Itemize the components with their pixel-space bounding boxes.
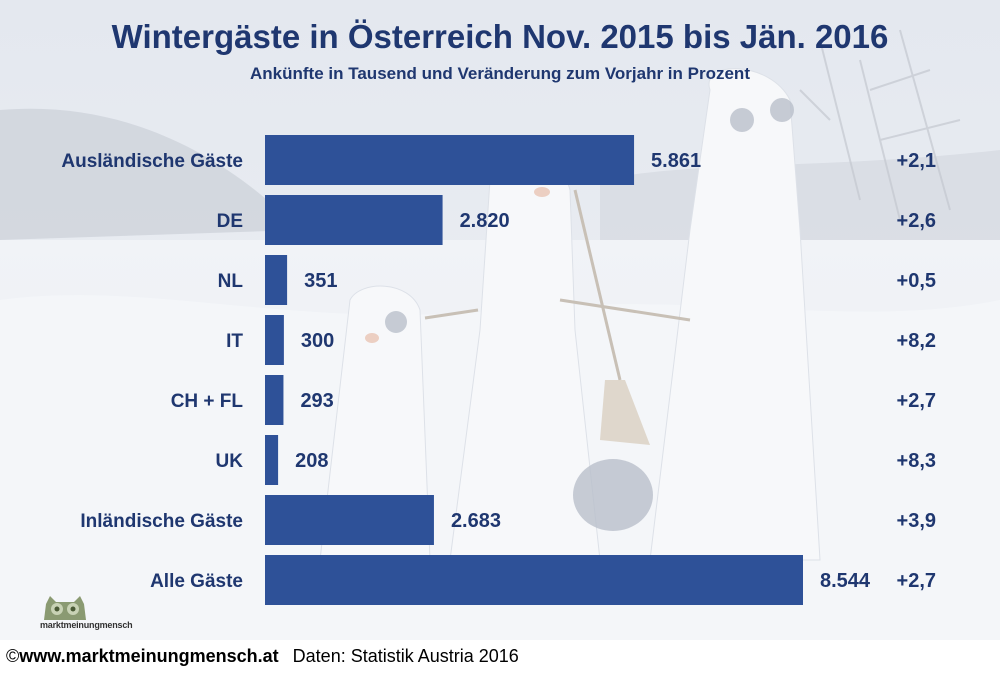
category-label: Inländische Gäste bbox=[80, 511, 243, 532]
bar bbox=[265, 135, 635, 185]
footer-source: Daten: Statistik Austria 2016 bbox=[292, 646, 519, 666]
bar-chart: Ausländische Gäste 5.861 +2,1 DE 2.820 +2,6 NL… bbox=[61, 135, 936, 605]
chart-title: Wintergäste in Österreich Nov. 2015 bis … bbox=[111, 18, 889, 55]
owl-icon bbox=[44, 596, 86, 620]
marktmeinungmensch-logo: marktmeinungmensch bbox=[40, 594, 140, 634]
value-label: 208 bbox=[295, 450, 328, 472]
bar bbox=[265, 315, 284, 365]
bar bbox=[265, 555, 803, 605]
category-label: Alle Gäste bbox=[150, 571, 243, 592]
category-label: IT bbox=[226, 331, 243, 352]
category-label: UK bbox=[216, 451, 244, 472]
value-label: 2.820 bbox=[460, 210, 510, 232]
category-label: DE bbox=[217, 211, 243, 232]
bar bbox=[265, 495, 434, 545]
bar bbox=[265, 375, 284, 425]
value-label: 300 bbox=[301, 330, 334, 352]
change-label: +8,3 bbox=[897, 450, 936, 472]
change-label: +2,7 bbox=[897, 390, 936, 412]
logo-text: marktmeinungmensch bbox=[40, 620, 133, 630]
bar bbox=[265, 435, 279, 485]
footer: ©www.marktmeinungmensch.at Daten: Statist… bbox=[6, 646, 519, 672]
change-label: +8,2 bbox=[897, 330, 936, 352]
value-label: 2.683 bbox=[451, 510, 501, 532]
category-label: CH + FL bbox=[171, 391, 244, 412]
chart-subtitle: Ankünfte in Tausend und Veränderung zum … bbox=[250, 64, 750, 83]
copyright-symbol: © bbox=[6, 646, 20, 666]
value-label: 351 bbox=[304, 270, 337, 292]
value-label: 8.544 bbox=[820, 570, 871, 592]
value-label: 5.861 bbox=[651, 150, 701, 172]
change-label: +0,5 bbox=[897, 270, 936, 292]
bar bbox=[265, 195, 443, 245]
change-label: +3,9 bbox=[897, 510, 936, 532]
category-label: NL bbox=[218, 271, 244, 292]
footer-site-link[interactable]: www.marktmeinungmensch.at bbox=[19, 646, 279, 666]
value-label: 293 bbox=[300, 390, 333, 412]
change-label: +2,1 bbox=[897, 150, 936, 172]
bar bbox=[265, 255, 288, 305]
change-label: +2,6 bbox=[897, 210, 936, 232]
change-label: +2,7 bbox=[897, 570, 936, 592]
category-label: Ausländische Gäste bbox=[61, 151, 243, 172]
